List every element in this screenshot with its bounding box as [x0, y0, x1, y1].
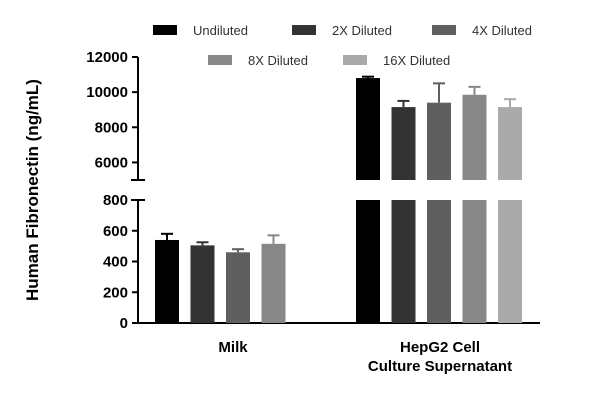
y-tick-label: 200 [103, 284, 128, 301]
legend-label: 16X Diluted [383, 53, 450, 68]
y-tick-label: 600 [103, 223, 128, 240]
y-tick-label: 10000 [86, 84, 128, 101]
bar [462, 94, 487, 180]
legend-swatch [208, 55, 232, 65]
legend-label: Undiluted [193, 23, 248, 38]
category-label: Milk [218, 339, 248, 356]
bar [356, 78, 380, 180]
bar [391, 107, 416, 180]
legend-swatch [343, 55, 367, 65]
legend-label: 8X Diluted [248, 53, 308, 68]
y-axis-title-group: Human Fibronectin (ng/mL) [23, 79, 42, 301]
bar [226, 252, 250, 323]
legend-swatch [292, 25, 316, 35]
y-tick-label: 8000 [95, 119, 128, 136]
bar [261, 243, 286, 323]
bar-lower-segment [462, 200, 487, 323]
bar-lower-segment [427, 200, 451, 323]
category-label: HepG2 Cell Culture Supernatant [368, 339, 512, 375]
legend-swatch [432, 25, 456, 35]
legend-swatch [153, 25, 177, 35]
category-labels: Milk HepG2 Cell Culture Supernatant [218, 339, 512, 375]
bar-lower-segment [498, 200, 522, 323]
legend-label: 2X Diluted [332, 23, 392, 38]
legend: Undiluted 2X Diluted 4X Diluted 8X Diluted 1… [153, 23, 532, 68]
bar-lower-segment [356, 200, 380, 323]
y-tick-label: 400 [103, 254, 128, 271]
bar [427, 102, 451, 180]
bar [155, 239, 179, 323]
legend-label: 4X Diluted [472, 23, 532, 38]
bars [155, 75, 522, 323]
y-tick-label: 12000 [86, 49, 128, 66]
y-tick-label: 6000 [95, 154, 128, 171]
bar [498, 107, 522, 180]
bar-lower-segment [391, 200, 416, 323]
y-tick-label: 0 [120, 315, 128, 332]
bar [190, 245, 215, 323]
y-tick-label: 800 [103, 192, 128, 209]
y-axis-title: Human Fibronectin (ng/mL) [23, 79, 42, 301]
